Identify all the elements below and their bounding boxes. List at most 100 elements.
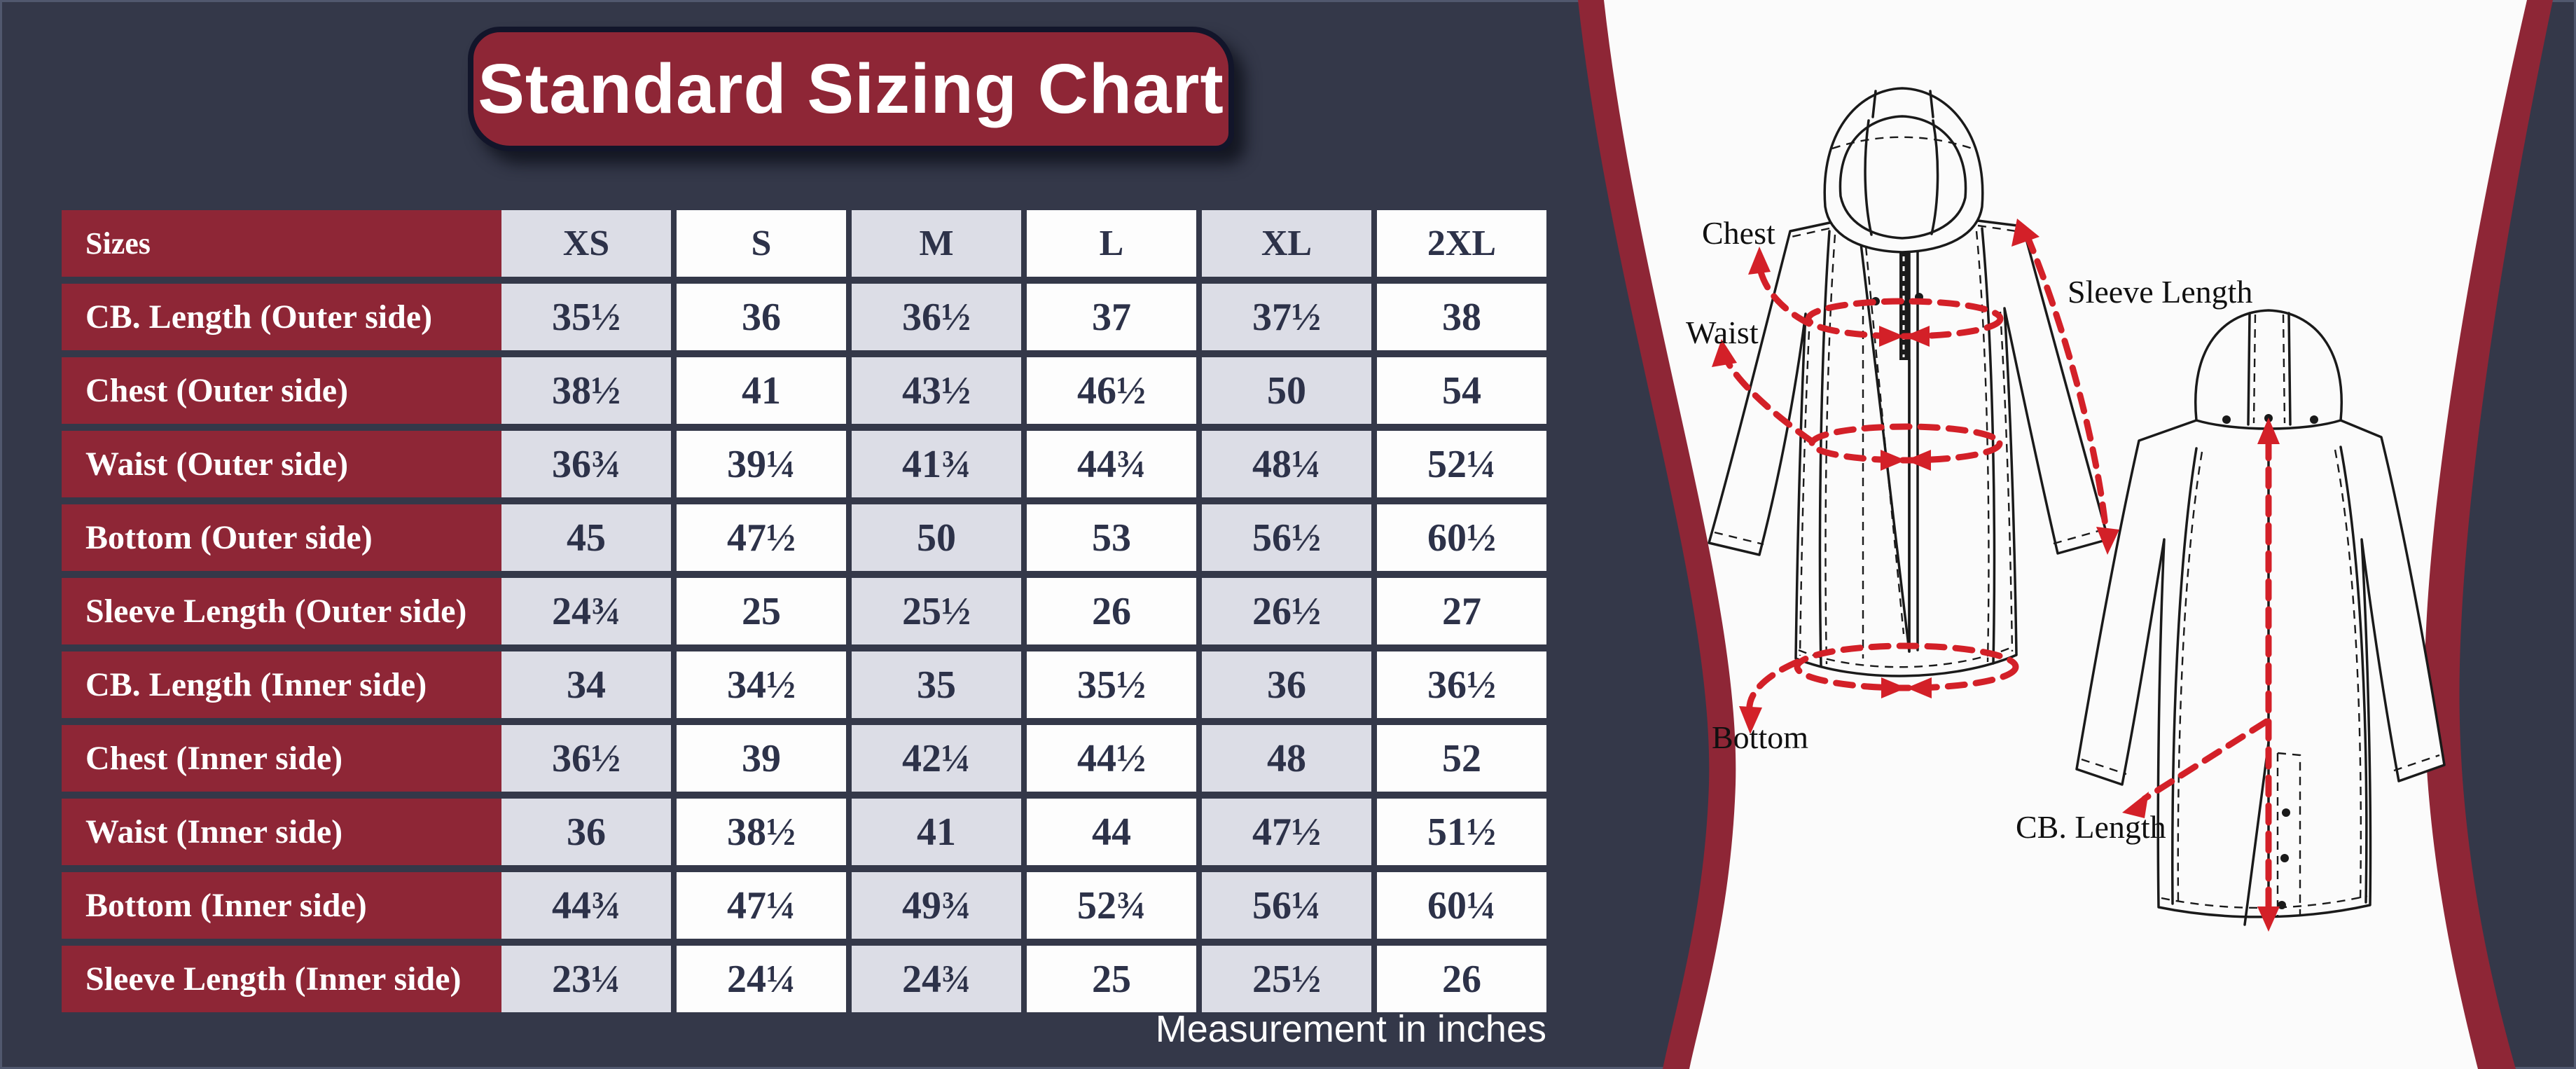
row-label: Sleeve Length (Inner side)	[62, 946, 501, 1012]
unit-note: Measurement in inches	[1155, 1008, 1546, 1050]
measurement-marks	[1712, 219, 2280, 932]
value-cell: 56½	[1202, 504, 1371, 571]
table-row: Bottom (Outer side) 45 47½ 50 53 56½ 60½	[62, 504, 1546, 571]
table-row: Sleeve Length (Inner side) 23¼ 24¼ 24¾ 25 25½…	[62, 946, 1546, 1012]
value-cell: 44	[1027, 799, 1196, 865]
value-cell: 36	[1202, 651, 1371, 718]
value-cell: 37½	[1202, 284, 1371, 350]
value-cell: 39	[677, 725, 846, 792]
row-label: Chest (Inner side)	[62, 725, 501, 792]
row-cells: 24¾ 25 25½ 26 26½ 27	[501, 578, 1546, 644]
value-cell: 43½	[852, 357, 1021, 424]
value-cell: 38	[1377, 284, 1546, 350]
value-cell: 36	[501, 799, 671, 865]
waist-label: Waist	[1686, 315, 1759, 350]
value-cell: 24¼	[677, 946, 846, 1012]
value-cell: 24¾	[501, 578, 671, 644]
page-title: Standard Sizing Chart	[478, 49, 1224, 128]
value-cell: 47½	[677, 504, 846, 571]
value-cell: 36	[677, 284, 846, 350]
table-row: Chest (Inner side) 36½ 39 42¼ 44½ 48 52	[62, 725, 1546, 792]
value-cell: 48¼	[1202, 431, 1371, 497]
value-cell: 49¾	[852, 872, 1021, 939]
value-cell: 41¾	[852, 431, 1021, 497]
value-cell: 35½	[1027, 651, 1196, 718]
value-cell: 53	[1027, 504, 1196, 571]
size-header-cell: L	[1027, 210, 1196, 277]
value-cell: 48	[1202, 725, 1371, 792]
value-cell: 35	[852, 651, 1021, 718]
size-table: Sizes XS S M L XL 2XL CB. Length (Outer side) 35…	[62, 210, 1546, 1019]
row-cells: 38½ 41 43½ 46½ 50 54	[501, 357, 1546, 424]
table-row: CB. Length (Inner side) 34 34½ 35 35½ 36 36½	[62, 651, 1546, 718]
value-cell: 25	[1027, 946, 1196, 1012]
table-row: Bottom (Inner side) 44¾ 47¼ 49¾ 52¾ 56¼ 60¼	[62, 872, 1546, 939]
table-row: Chest (Outer side) 38½ 41 43½ 46½ 50 54	[62, 357, 1546, 424]
row-cells: 36¾ 39¼ 41¾ 44¾ 48¼ 52¼	[501, 431, 1546, 497]
value-cell: 35½	[501, 284, 671, 350]
value-cell: 44½	[1027, 725, 1196, 792]
value-cell: 36½	[501, 725, 671, 792]
coat-front-view	[1708, 87, 2110, 677]
value-cell: 36¾	[501, 431, 671, 497]
row-cells: 36½ 39 42¼ 44½ 48 52	[501, 725, 1546, 792]
row-cells: 35½ 36 36½ 37 37½ 38	[501, 284, 1546, 350]
row-cells: 45 47½ 50 53 56½ 60½	[501, 504, 1546, 571]
size-header-cell: S	[677, 210, 846, 277]
value-cell: 52¾	[1027, 872, 1196, 939]
chest-label: Chest	[1702, 215, 1775, 251]
table-header-row: Sizes XS S M L XL 2XL	[62, 210, 1546, 277]
sleeve-length-label: Sleeve Length	[2068, 274, 2252, 310]
row-cells: 44¾ 47¼ 49¾ 52¾ 56¼ 60¼	[501, 872, 1546, 939]
row-label: Bottom (Inner side)	[62, 872, 501, 939]
value-cell: 24¾	[852, 946, 1021, 1012]
row-cells: XS S M L XL 2XL	[501, 210, 1546, 277]
value-cell: 36½	[852, 284, 1021, 350]
row-label: Waist (Outer side)	[62, 431, 501, 497]
row-label: CB. Length (Outer side)	[62, 284, 501, 350]
value-cell: 60¼	[1377, 872, 1546, 939]
bottom-label: Bottom	[1712, 719, 1808, 755]
size-header-cell: XS	[501, 210, 671, 277]
size-header-cell: XL	[1202, 210, 1371, 277]
table-row: Waist (Inner side) 36 38½ 41 44 47½ 51½	[62, 799, 1546, 865]
table-row: Sleeve Length (Outer side) 24¾ 25 25½ 26 26½ 2…	[62, 578, 1546, 644]
value-cell: 41	[677, 357, 846, 424]
title-banner: Standard Sizing Chart	[468, 27, 1234, 151]
value-cell: 39¼	[677, 431, 846, 497]
value-cell: 36½	[1377, 651, 1546, 718]
row-cells: 36 38½ 41 44 47½ 51½	[501, 799, 1546, 865]
value-cell: 25½	[1202, 946, 1371, 1012]
value-cell: 50	[852, 504, 1021, 571]
value-cell: 34½	[677, 651, 846, 718]
value-cell: 51½	[1377, 799, 1546, 865]
row-cells: 34 34½ 35 35½ 36 36½	[501, 651, 1546, 718]
row-label: Bottom (Outer side)	[62, 504, 501, 571]
value-cell: 38½	[677, 799, 846, 865]
value-cell: 25	[677, 578, 846, 644]
value-cell: 26½	[1202, 578, 1371, 644]
value-cell: 47¼	[677, 872, 846, 939]
value-cell: 26	[1377, 946, 1546, 1012]
table-row: CB. Length (Outer side) 35½ 36 36½ 37 37½ 38	[62, 284, 1546, 350]
value-cell: 42¼	[852, 725, 1021, 792]
value-cell: 34	[501, 651, 671, 718]
value-cell: 26	[1027, 578, 1196, 644]
value-cell: 44¾	[1027, 431, 1196, 497]
value-cell: 38½	[501, 357, 671, 424]
value-cell: 54	[1377, 357, 1546, 424]
value-cell: 41	[852, 799, 1021, 865]
value-cell: 47½	[1202, 799, 1371, 865]
value-cell: 56¼	[1202, 872, 1371, 939]
coat-back-view	[2075, 309, 2446, 926]
value-cell: 52	[1377, 725, 1546, 792]
header-label: Sizes	[62, 210, 501, 277]
cb-length-label: CB. Length	[2016, 809, 2166, 845]
value-cell: 45	[501, 504, 671, 571]
value-cell: 23¼	[501, 946, 671, 1012]
value-cell: 52¼	[1377, 431, 1546, 497]
row-label: CB. Length (Inner side)	[62, 651, 501, 718]
value-cell: 27	[1377, 578, 1546, 644]
